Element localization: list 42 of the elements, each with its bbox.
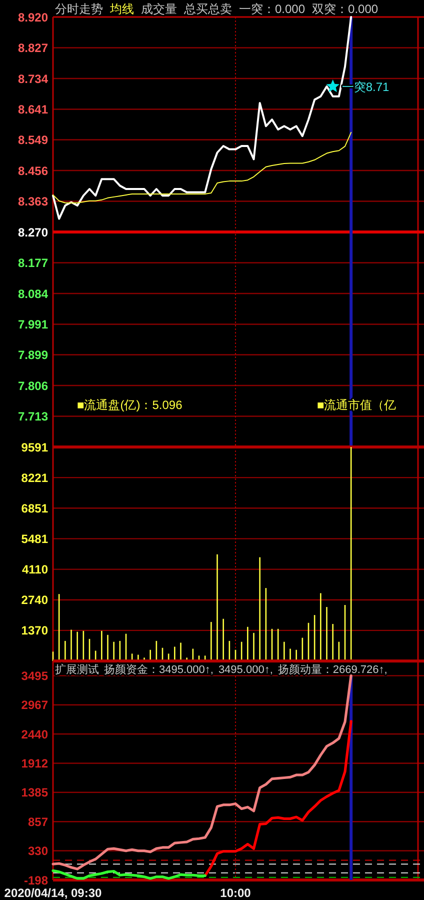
y-tick-label: 8.641 — [18, 102, 48, 117]
y-tick-label: 330 — [28, 844, 48, 858]
y-tick-label: 8221 — [21, 470, 48, 485]
annotation: 扬颜资金：3495.000↑, — [104, 663, 214, 676]
y-tick-label: 8.270 — [18, 225, 48, 240]
text: 双突：0.000 — [312, 2, 378, 16]
text: 总买总卖 — [183, 2, 232, 16]
y-tick-label: 1370 — [21, 624, 48, 638]
y-tick-label: 6851 — [21, 501, 48, 516]
chart-title: 扩展测试 — [55, 663, 99, 676]
annotation: 3495.000↑, — [218, 664, 273, 676]
y-tick-label: -198 — [24, 873, 48, 888]
chart-title: 分时走势 — [55, 2, 103, 16]
y-tick-label: 1912 — [21, 756, 48, 771]
y-tick-label: 8.363 — [18, 194, 48, 209]
y-tick-label: 9591 — [21, 440, 48, 454]
annotation: 扬颜动量：2669.726↑, — [278, 663, 388, 676]
y-tick-label: 8.549 — [18, 133, 48, 148]
y-tick-label: 857 — [28, 814, 48, 829]
y-tick-label: 8.456 — [18, 164, 48, 178]
y-tick-label: 8.084 — [18, 286, 48, 301]
y-tick-label: 8.177 — [18, 256, 48, 270]
annotation: ■流通盘(亿)：5.096 — [77, 398, 183, 412]
y-tick-label: 1385 — [21, 786, 48, 800]
y-tick-label: 7.899 — [18, 348, 48, 362]
y-tick-label: 2440 — [21, 727, 48, 742]
y-tick-label: 3495 — [21, 668, 48, 683]
y-tick-label: 8.920 — [18, 10, 48, 24]
y-tick-label: 7.713 — [18, 410, 48, 424]
y-tick-label: 7.806 — [18, 378, 48, 393]
x-tick-label: 10:00 — [220, 886, 252, 900]
y-tick-label: 8.827 — [18, 41, 48, 56]
text: 一突：0.000 — [239, 2, 306, 16]
y-tick-label: 2967 — [21, 698, 48, 712]
y-tick-label: 8.734 — [18, 72, 48, 86]
x-tick-label: 2020/04/14, 09:30 — [4, 886, 102, 900]
y-tick-label: 4110 — [22, 562, 48, 577]
y-tick-label: 2740 — [21, 593, 48, 608]
text: 均线 — [109, 2, 134, 16]
y-tick-label: 5481 — [21, 532, 48, 546]
y-tick-label: 7.991 — [18, 318, 48, 332]
text: 成交量 — [141, 2, 177, 16]
